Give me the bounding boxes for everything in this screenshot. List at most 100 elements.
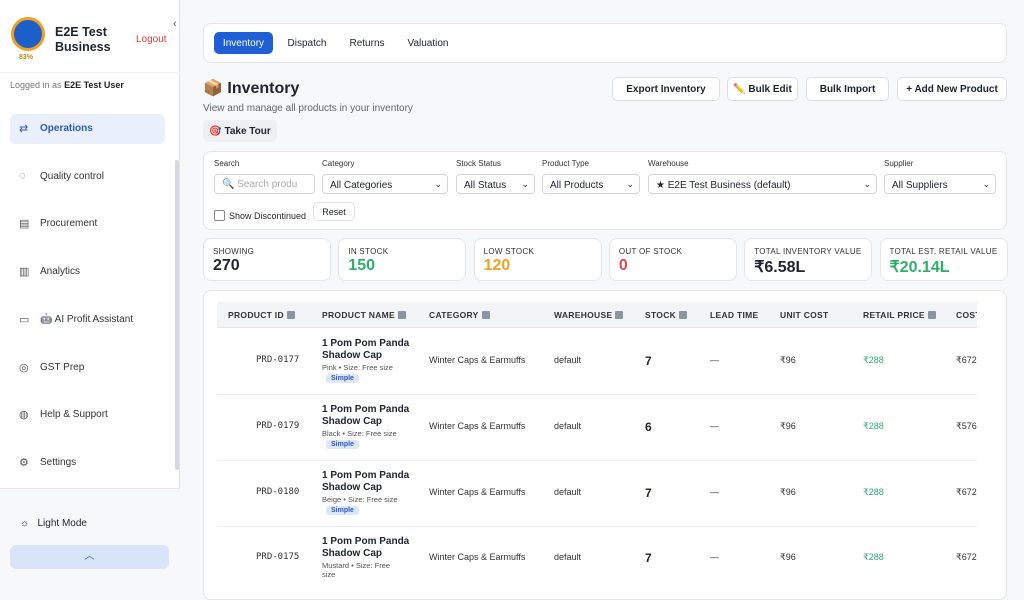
nav-icon: ◌ xyxy=(19,169,26,182)
select-caret: ⌄ xyxy=(434,179,442,189)
product-name: 1 Pom Pom Panda Shadow Cap xyxy=(322,470,410,493)
tab[interactable]: Inventory xyxy=(214,32,273,54)
lead-time: — xyxy=(710,421,719,431)
sidebar: 83% E2E Test Business Logout Logged in a… xyxy=(0,0,180,586)
warehouse: default xyxy=(554,355,582,365)
nav-item[interactable]: ◎ GST Prep xyxy=(10,353,165,383)
stat-label: TOTAL EST. RETAIL VALUE xyxy=(889,247,998,256)
column-header[interactable]: CATEGORY xyxy=(429,310,490,320)
logged-in-prefix: Logged in as xyxy=(10,80,62,90)
variant: Black • Size: Free size xyxy=(322,429,397,438)
stat-value: 150 xyxy=(348,257,375,274)
row-divider xyxy=(217,460,977,461)
logo xyxy=(11,17,45,51)
badge: Simple xyxy=(326,506,359,515)
product-id: PRD-0177 xyxy=(256,355,300,365)
category: Winter Caps & Earmuffs xyxy=(429,552,526,562)
nav-item[interactable]: ▤ Procurement xyxy=(10,209,165,239)
tab[interactable]: Returns xyxy=(349,37,385,49)
tab[interactable]: Dispatch xyxy=(287,37,327,49)
nav-item[interactable]: ◍ Help & Support xyxy=(10,400,165,430)
divider xyxy=(0,72,180,73)
stat-label: SHOWING xyxy=(213,247,255,256)
reset[interactable]: Reset xyxy=(313,202,355,221)
unit-cost: ₹96 xyxy=(780,552,796,562)
cost-value: ₹672 xyxy=(956,552,977,562)
logout[interactable]: Logout xyxy=(136,34,167,45)
column-header[interactable]: PRODUCT ID xyxy=(228,310,295,320)
warehouse: default xyxy=(554,487,582,497)
nav-item[interactable]: ◌ Quality control xyxy=(10,162,165,192)
action-button[interactable]: Bulk Import xyxy=(806,77,889,101)
filter-select[interactable]: All Categories ⌄ xyxy=(322,174,448,194)
page-subtitle: View and manage all products in your inv… xyxy=(203,103,413,114)
take-tour[interactable]: 🎯 Take Tour xyxy=(203,120,277,142)
variant: Beige • Size: Free size xyxy=(322,495,398,504)
column-header[interactable]: UNIT COST xyxy=(780,310,829,320)
variant: Pink • Size: Free size xyxy=(322,363,393,372)
sort-icon[interactable] xyxy=(398,311,407,319)
warehouse: default xyxy=(554,552,582,562)
select-value: All Suppliers xyxy=(892,180,948,191)
column-header[interactable]: RETAIL PRICE xyxy=(863,310,936,320)
search-placeholder: Search produ xyxy=(237,178,298,190)
filter-label: Stock Status xyxy=(456,159,501,168)
nav-item[interactable]: ▥ Analytics xyxy=(10,257,165,287)
tab-bar xyxy=(203,23,1007,63)
column-header[interactable]: COST xyxy=(956,310,977,320)
sidebar-toggle[interactable]: ‹ xyxy=(173,18,177,30)
stock: 7 xyxy=(645,486,652,500)
select-caret: ⌄ xyxy=(521,179,529,189)
checkbox[interactable] xyxy=(214,210,225,221)
collapse-button[interactable]: ︿ xyxy=(10,545,169,569)
lead-time: — xyxy=(710,552,719,562)
stat-card: IN STOCK 150 xyxy=(338,238,467,281)
stat-label: LOW STOCK xyxy=(483,247,535,256)
filter-label: Product Type xyxy=(542,159,589,168)
action-button[interactable]: + Add New Product xyxy=(897,77,1007,101)
stat-card: TOTAL EST. RETAIL VALUE ₹20.14L xyxy=(879,238,1008,281)
tab[interactable]: Valuation xyxy=(407,37,449,49)
sort-icon[interactable] xyxy=(286,311,295,319)
column-header[interactable]: STOCK xyxy=(645,310,688,320)
warehouse: default xyxy=(554,421,582,431)
filter-select[interactable]: All Products ⌄ xyxy=(542,174,640,194)
column-header[interactable]: PRODUCT NAME xyxy=(322,310,407,320)
sort-icon[interactable] xyxy=(615,311,624,319)
filter-select[interactable]: ★ E2E Test Business (default) ⌄ xyxy=(648,174,877,194)
variant: Mustard • Size: Free size xyxy=(322,561,391,579)
badge: Simple xyxy=(326,440,359,449)
filter-select[interactable]: All Status ⌄ xyxy=(456,174,535,194)
nav-item[interactable]: ⇄ Operations xyxy=(10,114,165,144)
product-name: 1 Pom Pom Panda Shadow Cap xyxy=(322,404,410,427)
sort-icon[interactable] xyxy=(679,311,688,319)
nav-item[interactable]: ⚙ Settings xyxy=(10,448,165,478)
nav-label: GST Prep xyxy=(40,361,85,373)
action-button[interactable]: ✏️ Bulk Edit xyxy=(727,77,798,101)
product-id: PRD-0175 xyxy=(256,552,300,562)
page-title: 📦 Inventory xyxy=(203,80,300,97)
cost-value: ₹576 xyxy=(956,421,977,431)
filter-label: Supplier xyxy=(884,159,914,168)
nav-item[interactable]: ▭ 🤖 AI Profit Assistant xyxy=(10,305,165,335)
stat-card: SHOWING 270 xyxy=(203,238,331,281)
nav-icon: ⚙ xyxy=(19,456,29,469)
cost-value: ₹672 xyxy=(956,487,977,497)
light-mode[interactable]: ☼ Light Mode xyxy=(20,518,87,529)
filter-label: Search xyxy=(214,159,240,168)
nav-label: Procurement xyxy=(40,218,98,230)
unit-cost: ₹96 xyxy=(780,355,796,365)
sort-icon[interactable] xyxy=(481,311,490,319)
product-id: PRD-0179 xyxy=(256,421,300,431)
product-id: PRD-0180 xyxy=(256,487,300,497)
column-header[interactable]: WAREHOUSE xyxy=(554,310,624,320)
search-input[interactable]: 🔍 Search produ xyxy=(214,174,315,194)
sort-icon[interactable] xyxy=(927,311,936,319)
filter-select[interactable]: All Suppliers ⌄ xyxy=(884,174,996,194)
user: E2E Test User xyxy=(64,80,124,90)
cost-value: ₹672 xyxy=(956,355,977,365)
select-caret: ⌄ xyxy=(863,179,871,189)
stat-value: ₹20.14L xyxy=(889,259,950,276)
action-button[interactable]: Export Inventory xyxy=(612,77,720,101)
column-header[interactable]: LEAD TIME xyxy=(710,310,759,320)
